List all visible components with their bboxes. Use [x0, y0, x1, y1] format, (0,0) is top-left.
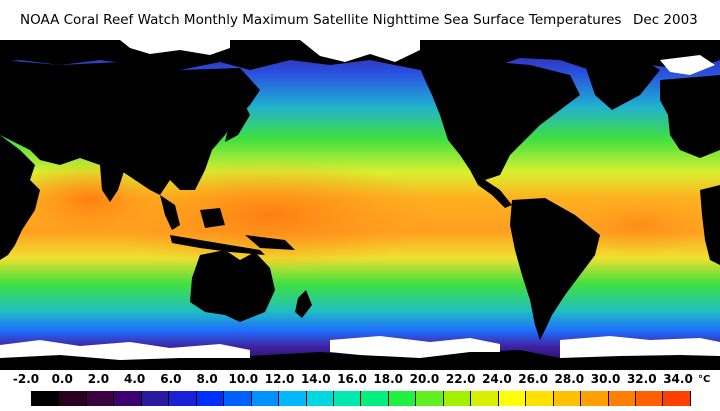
australia-land [190, 250, 275, 322]
antarctica-land [0, 350, 720, 370]
legend-swatch [86, 391, 115, 406]
antarctic-ice-2 [330, 336, 500, 358]
new-zealand-land [295, 290, 312, 318]
legend-swatch [443, 391, 472, 406]
legend-swatch [251, 391, 280, 406]
legend-swatch [416, 391, 444, 406]
legend-swatch [608, 391, 636, 406]
legend-tick-label: 2.0 [87, 372, 110, 386]
legend-tick-label: 34.0 [663, 372, 693, 386]
legend-swatch [114, 391, 142, 406]
legend-swatch [169, 391, 197, 406]
legend-tick-label: 14.0 [300, 372, 331, 386]
sea-surface-temperature-map [0, 40, 720, 370]
antarctic-ice-3 [560, 336, 720, 358]
legend-tick-label: 32.0 [626, 372, 657, 386]
arctic-ice-3 [660, 55, 715, 75]
legend-swatch [306, 391, 334, 406]
title-text: NOAA Coral Reef Watch Monthly Maximum Sa… [20, 12, 622, 28]
legend-swatch [31, 391, 60, 406]
legend-tick-label: 8.0 [196, 372, 218, 386]
temperature-color-legend [31, 391, 691, 406]
arctic-ice [300, 40, 420, 62]
legend-swatch [388, 391, 417, 406]
legend-swatch [224, 391, 252, 406]
central-america-land [470, 170, 512, 208]
legend-swatch [279, 391, 307, 406]
legend-swatch [553, 391, 582, 406]
arctic-ice-2 [120, 40, 230, 55]
legend-tick-label: -2.0 [12, 372, 40, 386]
legend-swatch [471, 391, 499, 406]
legend-swatch [361, 391, 389, 406]
atlantic-warm-region [570, 195, 710, 255]
eurasia-land [0, 60, 260, 195]
legend-tick-label: 26.0 [518, 372, 548, 386]
legend-swatch [663, 391, 691, 406]
legend-tick-label: 4.0 [124, 372, 146, 386]
legend-tick-label: 12.0 [264, 372, 295, 386]
legend-tick-label: 10.0 [228, 372, 259, 386]
legend-swatch [526, 391, 554, 406]
legend-tick-label: 28.0 [554, 372, 585, 386]
southeast-asia-land [160, 195, 180, 230]
title-date: Dec 2003 [633, 12, 698, 28]
legend-swatch [581, 391, 609, 406]
japan-land [225, 105, 250, 142]
indian-ocean-warm-region [10, 160, 170, 240]
legend-tick-label: 6.0 [160, 372, 182, 386]
map-title: NOAA Coral Reef Watch Monthly Maximum Sa… [0, 0, 720, 40]
greenland-land [585, 58, 660, 110]
legend-swatch [196, 391, 225, 406]
legend-tick-label: 20.0 [409, 372, 440, 386]
legend-tick-label: 18.0 [373, 372, 404, 386]
legend-swatch [141, 391, 170, 406]
legend-swatch [635, 391, 664, 406]
legend-tick-label: 16.0 [337, 372, 367, 386]
legend-swatch [333, 391, 362, 406]
africa-land [0, 135, 40, 260]
new-guinea-land [245, 235, 295, 250]
legend-tick-labels: -2.0 0.0 2.0 4.0 6.0 8.0 10.0 12.0 14.0 16.0 18.0 2… [0, 372, 720, 390]
legend-unit: °C [698, 374, 711, 385]
legend-tick-label: 24.0 [482, 372, 512, 386]
legend-tick-label: 22.0 [445, 372, 476, 386]
legend-swatch [59, 391, 87, 406]
africa-west-coast [700, 185, 720, 265]
north-america-land [420, 60, 580, 180]
india-land [100, 165, 125, 202]
indonesia-islands [170, 235, 265, 255]
legend-tick-label: 30.0 [590, 372, 621, 386]
legend-tick-label: 0.0 [51, 372, 73, 386]
europe-africa-west-land [660, 75, 720, 158]
antarctic-ice [0, 340, 250, 360]
borneo-land [200, 208, 225, 228]
legend-swatch [498, 391, 527, 406]
south-america-land [510, 198, 600, 340]
